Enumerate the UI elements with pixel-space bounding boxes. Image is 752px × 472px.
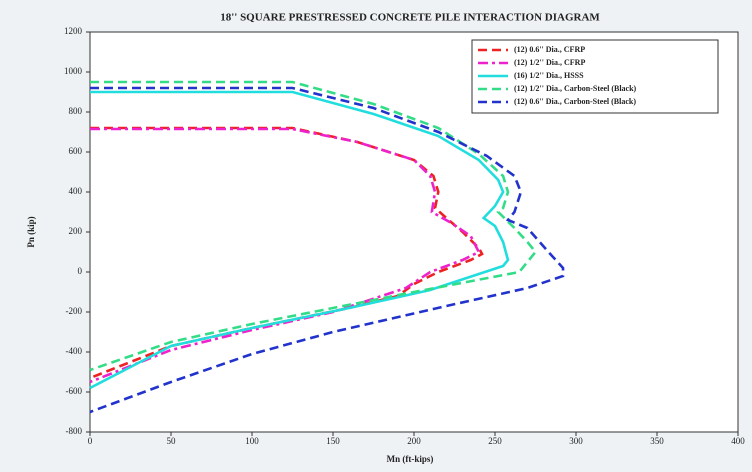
y-axis-label: Pn (kip) (26, 216, 36, 247)
x-axis-label: Mn (ft-kips) (387, 454, 434, 464)
x-tick-label: 350 (650, 436, 664, 446)
x-tick-label: 250 (488, 436, 502, 446)
legend-label: (16) 1/2'' Dia., HSSS (514, 71, 584, 80)
x-tick-label: 400 (731, 436, 745, 446)
x-tick-label: 200 (407, 436, 421, 446)
y-tick-label: 1000 (64, 66, 83, 76)
series-line (89, 90, 510, 390)
y-tick-label: -800 (66, 426, 83, 436)
legend-label: (12) 0.6'' Dia., CFRP (514, 45, 585, 54)
x-tick-label: 100 (245, 436, 259, 446)
y-tick-label: -400 (66, 346, 83, 356)
x-tick-label: 150 (326, 436, 340, 446)
legend-label: (12) 1/2'' Dia., Carbon-Steel (Black) (514, 84, 637, 93)
legend-label: (12) 1/2'' Dia., CFRP (514, 58, 585, 67)
legend-box (471, 39, 719, 114)
y-tick-label: 200 (69, 226, 83, 236)
y-tick-label: 800 (69, 106, 83, 116)
chart-title: 18'' SQUARE PRESTRESSED CONCRETE PILE IN… (220, 12, 600, 24)
x-tick-label: 0 (88, 436, 93, 446)
y-tick-label: 600 (69, 146, 83, 156)
y-tick-label: -200 (66, 306, 83, 316)
y-tick-label: 0 (78, 266, 83, 276)
series-line (89, 86, 565, 414)
legend-label: (12) 0.6'' Dia., Carbon-Steel (Black) (514, 97, 636, 106)
series-line (89, 80, 538, 372)
x-tick-label: 300 (569, 436, 583, 446)
y-tick-label: 400 (69, 186, 83, 196)
x-tick-label: 50 (167, 436, 177, 446)
y-tick-label: 1200 (64, 26, 83, 36)
y-tick-label: -600 (66, 386, 83, 396)
series-line (89, 126, 484, 380)
